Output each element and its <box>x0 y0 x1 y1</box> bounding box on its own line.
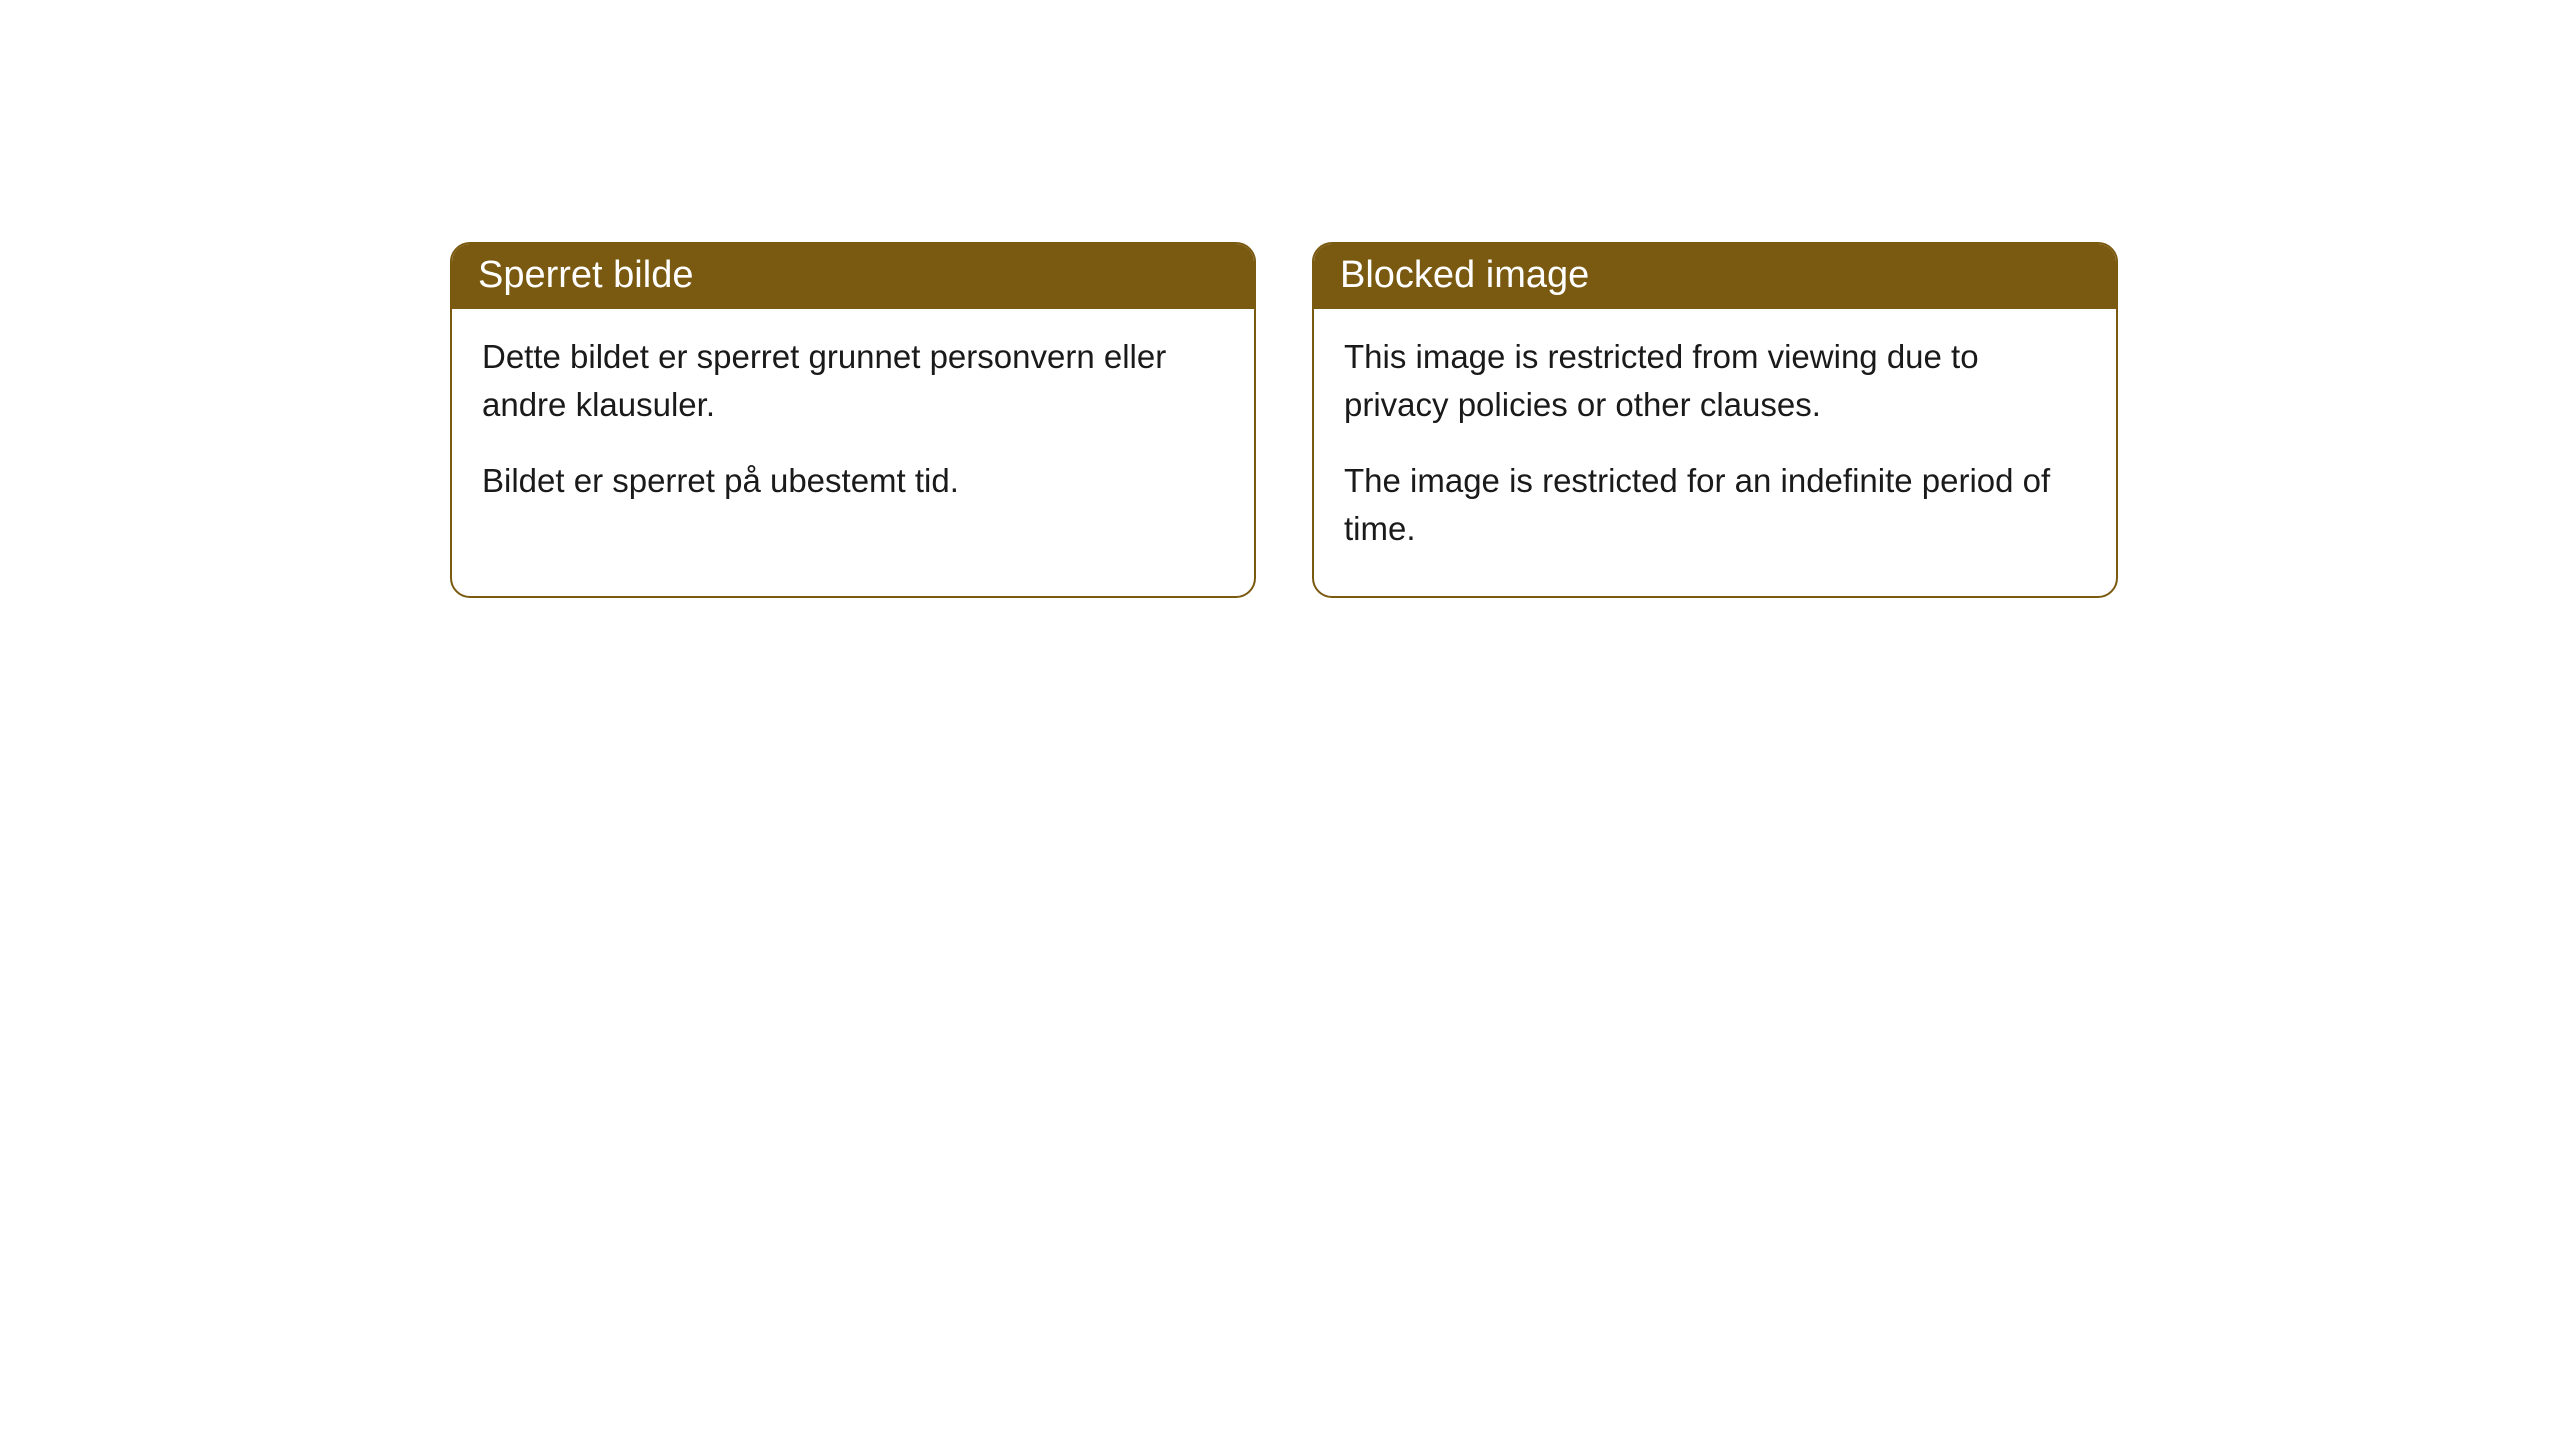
card-paragraph: This image is restricted from viewing du… <box>1344 333 2086 429</box>
card-body: Dette bildet er sperret grunnet personve… <box>452 309 1254 549</box>
card-paragraph: Bildet er sperret på ubestemt tid. <box>482 457 1224 505</box>
card-title: Blocked image <box>1314 244 2116 309</box>
card-title: Sperret bilde <box>452 244 1254 309</box>
blocked-image-card-en: Blocked image This image is restricted f… <box>1312 242 2118 598</box>
card-body: This image is restricted from viewing du… <box>1314 309 2116 596</box>
blocked-image-card-no: Sperret bilde Dette bildet er sperret gr… <box>450 242 1256 598</box>
card-paragraph: Dette bildet er sperret grunnet personve… <box>482 333 1224 429</box>
card-paragraph: The image is restricted for an indefinit… <box>1344 457 2086 553</box>
notice-container: Sperret bilde Dette bildet er sperret gr… <box>0 0 2560 598</box>
